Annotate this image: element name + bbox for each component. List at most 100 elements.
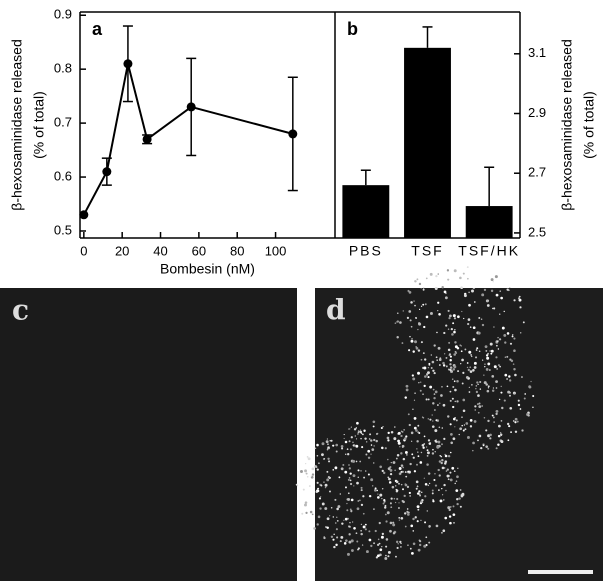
speckle	[414, 304, 416, 307]
speckle	[317, 487, 320, 490]
speckle	[422, 393, 424, 396]
speckle	[477, 383, 479, 385]
speckle	[514, 421, 517, 424]
speckle	[489, 342, 493, 346]
speckle	[441, 487, 443, 490]
speckle	[426, 454, 429, 457]
speckle	[492, 281, 494, 283]
speckle	[388, 477, 391, 481]
speckle	[425, 446, 428, 448]
speckle	[443, 275, 446, 278]
speckle	[433, 396, 436, 400]
speckle	[370, 478, 374, 482]
speckle	[356, 507, 360, 511]
speckle	[454, 341, 457, 344]
speckle	[456, 498, 459, 501]
speckle	[504, 373, 508, 377]
speckle	[454, 329, 456, 331]
speckle	[410, 301, 413, 304]
speckle	[346, 517, 349, 520]
speckle	[423, 366, 427, 370]
speckle	[454, 482, 456, 485]
speckle	[324, 486, 327, 489]
speckle	[343, 542, 347, 545]
speckle	[386, 436, 390, 440]
speckle	[358, 499, 361, 502]
speckle	[450, 433, 453, 436]
speckle	[380, 446, 384, 450]
speckle	[426, 463, 429, 466]
speckle	[449, 314, 452, 318]
speckle	[346, 552, 350, 556]
speckle	[453, 330, 456, 334]
speckle	[453, 269, 457, 273]
speckle	[403, 437, 407, 441]
speckle	[300, 470, 303, 473]
speckle	[432, 402, 435, 405]
speckle	[310, 475, 313, 477]
speckle	[417, 349, 421, 352]
speckle	[442, 364, 446, 367]
speckle	[438, 358, 442, 362]
speckle	[314, 447, 317, 450]
speckle	[327, 475, 331, 479]
speckle	[304, 503, 307, 507]
speckle	[371, 448, 375, 451]
speckle	[399, 472, 402, 475]
speckle	[495, 356, 498, 359]
speckle	[506, 378, 508, 380]
speckle	[461, 492, 465, 496]
speckle	[479, 380, 482, 384]
speckle	[466, 266, 469, 269]
speckle	[510, 359, 514, 363]
speckle	[400, 546, 402, 548]
speckle	[350, 539, 354, 543]
speckle	[422, 446, 425, 449]
speckle	[472, 326, 476, 330]
speckle	[302, 488, 305, 491]
speckle	[446, 474, 450, 478]
speckle	[394, 501, 397, 504]
y-tick-label: 0.8	[54, 61, 72, 76]
speckle	[485, 350, 488, 352]
micrograph-c	[0, 288, 297, 581]
speckle	[473, 366, 477, 369]
speckle	[477, 331, 481, 335]
speckle	[509, 394, 511, 397]
speckle	[507, 439, 510, 442]
speckle	[425, 315, 429, 319]
speckle	[386, 511, 390, 515]
speckle	[381, 497, 383, 500]
speckle	[346, 509, 349, 512]
speckle	[427, 371, 430, 375]
speckle	[416, 520, 419, 523]
speckle	[474, 409, 477, 411]
speckle	[327, 443, 329, 445]
speckle	[348, 533, 351, 536]
speckle	[503, 399, 506, 402]
speckle	[437, 301, 440, 304]
speckle	[340, 535, 344, 539]
speckle	[417, 371, 421, 375]
speckle	[342, 463, 345, 466]
speckle	[482, 359, 484, 361]
speckle	[487, 434, 491, 438]
speckle	[417, 451, 419, 453]
speckle	[434, 409, 436, 411]
speckle	[410, 551, 414, 555]
speckle	[470, 289, 474, 293]
speckle	[456, 347, 460, 350]
speckle	[445, 324, 448, 327]
speckle	[356, 481, 359, 485]
speckle	[433, 344, 436, 347]
speckle	[485, 354, 489, 357]
speckle	[327, 446, 329, 448]
speckle	[408, 349, 411, 352]
speckle	[447, 309, 450, 312]
speckle	[352, 459, 356, 463]
speckle	[503, 333, 507, 337]
speckle	[389, 521, 393, 525]
speckle	[516, 420, 519, 423]
